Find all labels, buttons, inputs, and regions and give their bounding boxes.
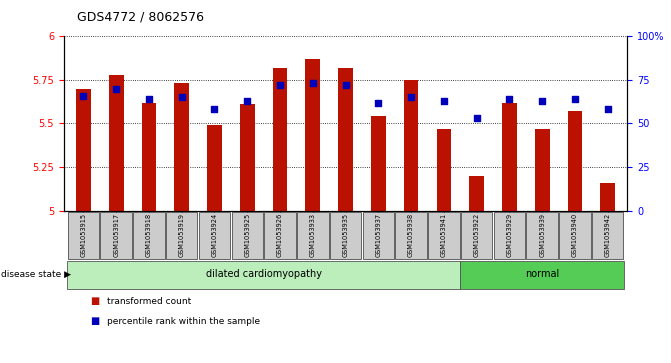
Bar (362, 212, 394, 258)
Point (373, 99, 384, 105)
Bar (371, 117, 386, 211)
Bar (460, 261, 624, 289)
Text: GDS4772 / 8062576: GDS4772 / 8062576 (77, 11, 204, 24)
Point (406, 94, 417, 100)
Bar (469, 176, 484, 211)
Text: GSM1053939: GSM1053939 (539, 213, 545, 257)
Bar (166, 212, 197, 258)
Bar (68, 212, 99, 258)
Bar (174, 83, 189, 211)
Bar (527, 212, 558, 258)
Bar (199, 212, 230, 258)
Bar (272, 68, 287, 211)
Text: GSM1053929: GSM1053929 (507, 213, 513, 257)
Bar (428, 212, 460, 258)
Text: GSM1053922: GSM1053922 (474, 213, 480, 257)
Text: GSM1053941: GSM1053941 (441, 213, 447, 257)
Bar (207, 125, 222, 211)
Point (504, 96, 515, 102)
Text: GSM1053919: GSM1053919 (178, 213, 185, 257)
Text: ■: ■ (91, 296, 100, 306)
Text: normal: normal (525, 269, 560, 280)
Bar (67, 261, 460, 289)
Point (603, 107, 613, 113)
Point (570, 96, 580, 102)
Bar (502, 102, 517, 211)
Text: GSM1053925: GSM1053925 (244, 213, 250, 257)
Text: GSM1053938: GSM1053938 (408, 213, 414, 257)
Bar (437, 129, 451, 211)
Bar (101, 212, 132, 258)
Text: GSM1053937: GSM1053937 (375, 213, 381, 257)
Bar (338, 68, 353, 211)
Bar (264, 212, 296, 258)
Point (439, 98, 450, 104)
Bar (395, 212, 427, 258)
Bar (559, 212, 590, 258)
Point (176, 94, 187, 100)
Point (537, 98, 548, 104)
Text: GSM1053924: GSM1053924 (211, 213, 217, 257)
Bar (494, 212, 525, 258)
Bar (142, 102, 156, 211)
Text: dilated cardiomyopathy: dilated cardiomyopathy (205, 269, 321, 280)
Text: GSM1053933: GSM1053933 (310, 213, 316, 257)
Bar (461, 212, 493, 258)
Bar (297, 212, 329, 258)
Point (274, 82, 285, 88)
Bar (134, 212, 164, 258)
Point (111, 86, 121, 91)
Text: GSM1053935: GSM1053935 (343, 213, 348, 257)
Text: GSM1053926: GSM1053926 (277, 213, 283, 257)
Bar (568, 111, 582, 211)
Text: GSM1053940: GSM1053940 (572, 213, 578, 257)
Point (209, 107, 220, 113)
Text: percentile rank within the sample: percentile rank within the sample (107, 317, 260, 326)
Text: GSM1053915: GSM1053915 (81, 213, 87, 257)
Text: ■: ■ (91, 316, 100, 326)
Point (340, 82, 351, 88)
Bar (305, 59, 320, 211)
Bar (330, 212, 361, 258)
Point (471, 115, 482, 121)
Bar (76, 89, 91, 211)
Point (78, 93, 89, 98)
Bar (601, 183, 615, 211)
Bar (592, 212, 623, 258)
Point (242, 98, 252, 104)
Bar (109, 75, 123, 211)
Text: transformed count: transformed count (107, 297, 192, 306)
Text: GSM1053917: GSM1053917 (113, 213, 119, 257)
Bar (231, 212, 263, 258)
Point (144, 96, 154, 102)
Bar (404, 80, 419, 211)
Text: GSM1053942: GSM1053942 (605, 213, 611, 257)
Text: disease state ▶: disease state ▶ (1, 270, 71, 279)
Text: GSM1053918: GSM1053918 (146, 213, 152, 257)
Point (307, 81, 318, 86)
Bar (535, 129, 550, 211)
Bar (240, 104, 254, 211)
